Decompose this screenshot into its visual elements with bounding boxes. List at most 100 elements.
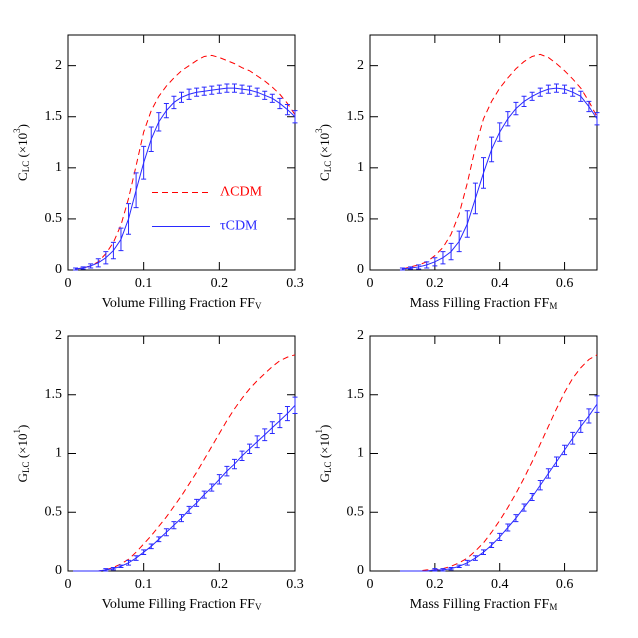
error-bar: [156, 112, 162, 132]
y-axis-label: CLC (×103): [314, 124, 333, 181]
series-line: [402, 53, 598, 270]
legend-label: ΛCDM: [220, 185, 263, 200]
error-bar: [163, 102, 169, 119]
error-bar: [277, 413, 283, 429]
error-bar: [424, 261, 430, 269]
plot-frame: [67, 34, 296, 271]
x-tick-label: 0.2: [426, 577, 444, 592]
error-bar: [505, 111, 511, 127]
x-tick-label: 0: [367, 577, 374, 592]
y-tick-label: 1.5: [347, 387, 365, 402]
error-bar: [277, 97, 283, 110]
error-bar: [209, 85, 215, 95]
error-bar: [171, 95, 177, 110]
error-bar: [103, 568, 109, 572]
y-tick-label: 0: [357, 563, 364, 578]
series-line: [75, 87, 296, 270]
error-bar: [231, 458, 237, 470]
error-bar: [513, 101, 519, 116]
error-bar: [521, 503, 527, 512]
error-bar: [201, 490, 207, 499]
error-bar: [545, 84, 551, 94]
error-bar: [269, 421, 275, 435]
plot-frame: [67, 335, 296, 572]
series-line: [75, 404, 296, 572]
error-bar: [179, 91, 184, 103]
error-bar: [133, 555, 139, 561]
y-tick-label: 2: [55, 58, 62, 73]
error-bar: [489, 542, 495, 548]
error-bar: [148, 543, 154, 550]
y-label-part: ): [317, 425, 332, 429]
error-bar: [186, 505, 192, 514]
y-tick-label: 0.5: [45, 504, 63, 519]
x-axis-label: Mass Filling Fraction FFM: [410, 597, 558, 612]
panel: 0 0.2 0.4 0.6 0 0.5 1 1.5 2 Mass Filling Fraction…: [314, 328, 600, 612]
error-bar: [440, 251, 446, 265]
x-tick-label: 0.1: [135, 577, 153, 592]
y-label-part: LC: [323, 161, 333, 173]
error-bar: [224, 465, 230, 477]
error-bar: [80, 266, 86, 270]
error-bar: [553, 456, 559, 467]
x-tick-label: 0.2: [426, 276, 444, 291]
error-bar: [284, 103, 290, 116]
error-bar: [562, 84, 568, 94]
error-bar: [481, 157, 486, 189]
error-bar: [489, 136, 495, 163]
y-label-part: ): [317, 124, 332, 128]
x-axis-label: Volume Filling Fraction FFV: [102, 597, 262, 612]
y-label-part: ): [15, 124, 30, 128]
error-bar: [408, 266, 414, 270]
error-bar: [594, 112, 600, 126]
y-tick-label: 1: [55, 160, 62, 175]
error-bar: [416, 264, 422, 270]
error-bar: [521, 95, 527, 108]
error-bar: [537, 87, 543, 97]
error-bar: [194, 498, 200, 507]
x-label-sub: V: [255, 301, 262, 311]
error-bar: [529, 91, 535, 101]
error-bar: [464, 559, 470, 566]
y-label-part: 3: [12, 128, 22, 133]
x-tick-label: 0.6: [556, 276, 574, 291]
error-bar: [586, 408, 592, 424]
x-tick-label: 0.6: [556, 577, 574, 592]
error-bar: [141, 145, 147, 180]
error-bar: [209, 483, 215, 492]
error-bar: [239, 84, 245, 94]
error-bar: [284, 406, 290, 422]
error-bar: [73, 267, 79, 271]
error-bar: [448, 242, 454, 261]
error-bar: [262, 428, 268, 442]
error-bar: [194, 87, 200, 97]
x-label-sub: M: [549, 301, 557, 311]
error-bar: [464, 210, 470, 238]
y-label-part: (×10: [15, 434, 30, 462]
legend-label: τCDM: [220, 219, 258, 234]
y-axis-label: GLC (×101): [12, 425, 31, 483]
y-tick-label: 0: [55, 563, 62, 578]
error-bar: [594, 395, 600, 413]
series-line: [75, 54, 296, 270]
error-bar: [472, 555, 478, 561]
y-label-part: G: [15, 473, 30, 482]
error-bar: [497, 122, 503, 142]
x-tick-label: 0.4: [491, 577, 509, 592]
error-bar: [399, 267, 405, 271]
panel: 0 0.1 0.2 0.3 0 0.5 1 1.5 2 Volume Filling Fracti…: [12, 34, 304, 311]
error-bar: [545, 468, 551, 479]
x-label-sub: M: [549, 602, 557, 612]
error-bar: [254, 435, 260, 449]
error-bar: [88, 263, 94, 269]
error-bar: [110, 566, 116, 571]
plot-frame: [369, 335, 598, 572]
y-label-part: C: [15, 172, 30, 181]
error-bar: [440, 568, 446, 572]
error-bar: [171, 521, 177, 530]
y-tick-label: 1.5: [45, 109, 63, 124]
error-bar: [570, 87, 576, 97]
error-bar: [262, 90, 268, 100]
error-bar: [148, 126, 154, 152]
x-tick-label: 0.1: [135, 276, 153, 291]
